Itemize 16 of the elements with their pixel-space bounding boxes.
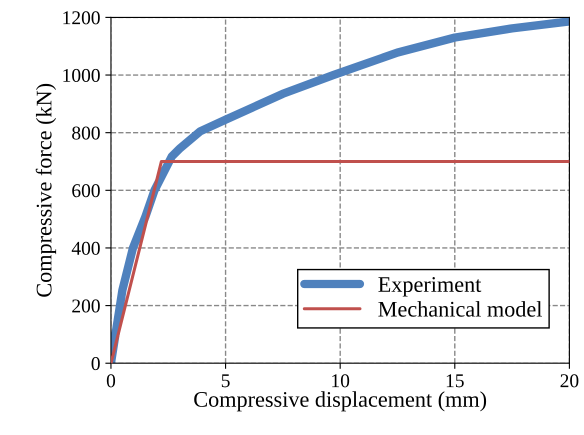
y-tick-label: 0 <box>92 357 100 370</box>
y-tick-label: 1000 <box>63 68 100 82</box>
y-tick-label: 400 <box>72 242 100 255</box>
legend-label: Experiment <box>378 277 482 297</box>
x-axis-title: Compressive displacement (mm) <box>194 391 486 412</box>
y-tick-label: 200 <box>72 299 100 313</box>
y-tick-label: 1200 <box>63 11 100 24</box>
y-axis-title: Compressive force (kN) <box>36 84 56 297</box>
y-tick-label: 600 <box>72 184 100 198</box>
y-tick-label: 800 <box>72 126 100 140</box>
x-tick-label: 0 <box>106 374 116 388</box>
x-tick-label: 20 <box>560 374 578 388</box>
x-tick-label: 10 <box>332 374 350 388</box>
x-tick-label: 15 <box>446 374 464 388</box>
x-tick-label: 5 <box>222 374 230 388</box>
legend-label: Mechanical model <box>378 301 542 317</box>
